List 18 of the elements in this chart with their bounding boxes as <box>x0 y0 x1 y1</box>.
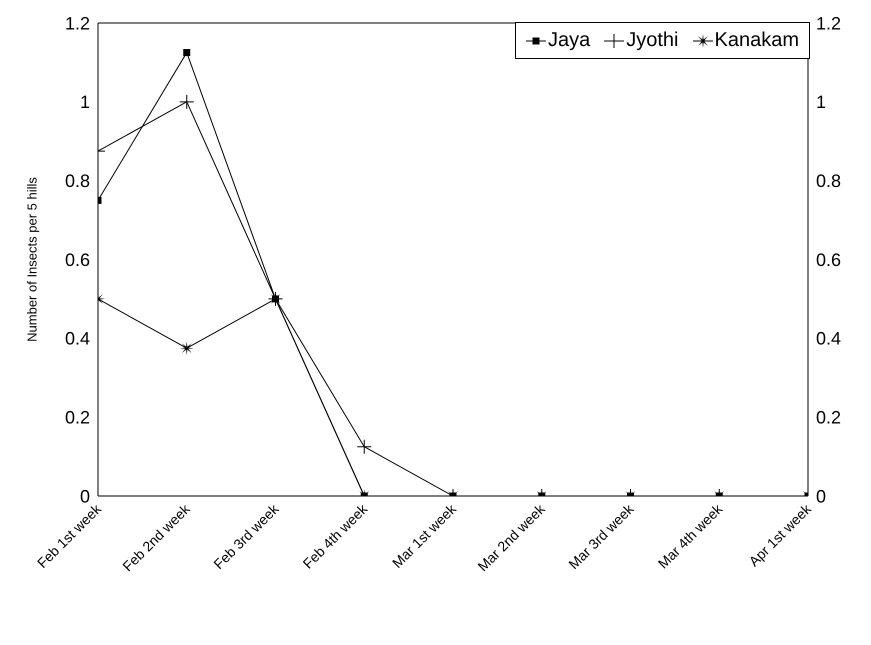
y2-tick-label: 0.4 <box>816 328 842 349</box>
legend-label: Kanakam <box>714 29 799 52</box>
y-axis-title: Number of Insects per 5 hills <box>24 176 40 342</box>
y2-tick-label: 0.2 <box>816 408 842 428</box>
y-tick-label: 1 <box>80 92 90 112</box>
y-tick-label: 0.6 <box>64 250 90 270</box>
legend-label: Jaya <box>548 29 590 52</box>
y-tick-label: 0.4 <box>64 328 90 349</box>
y2-tick-label: 0.8 <box>816 171 842 192</box>
y2-tick-label: 0.6 <box>816 250 842 270</box>
y2-tick-label: 1.2 <box>816 13 842 34</box>
y-tick-label: 0 <box>80 486 90 506</box>
y-tick-label: 0.2 <box>64 408 90 428</box>
legend-label: Jyothi <box>626 29 678 52</box>
y-tick-label: 0.8 <box>64 171 90 192</box>
y2-tick-label: 1 <box>816 92 826 112</box>
y2-tick-label: 0 <box>816 486 826 506</box>
y-tick-label: 1.2 <box>64 13 90 34</box>
